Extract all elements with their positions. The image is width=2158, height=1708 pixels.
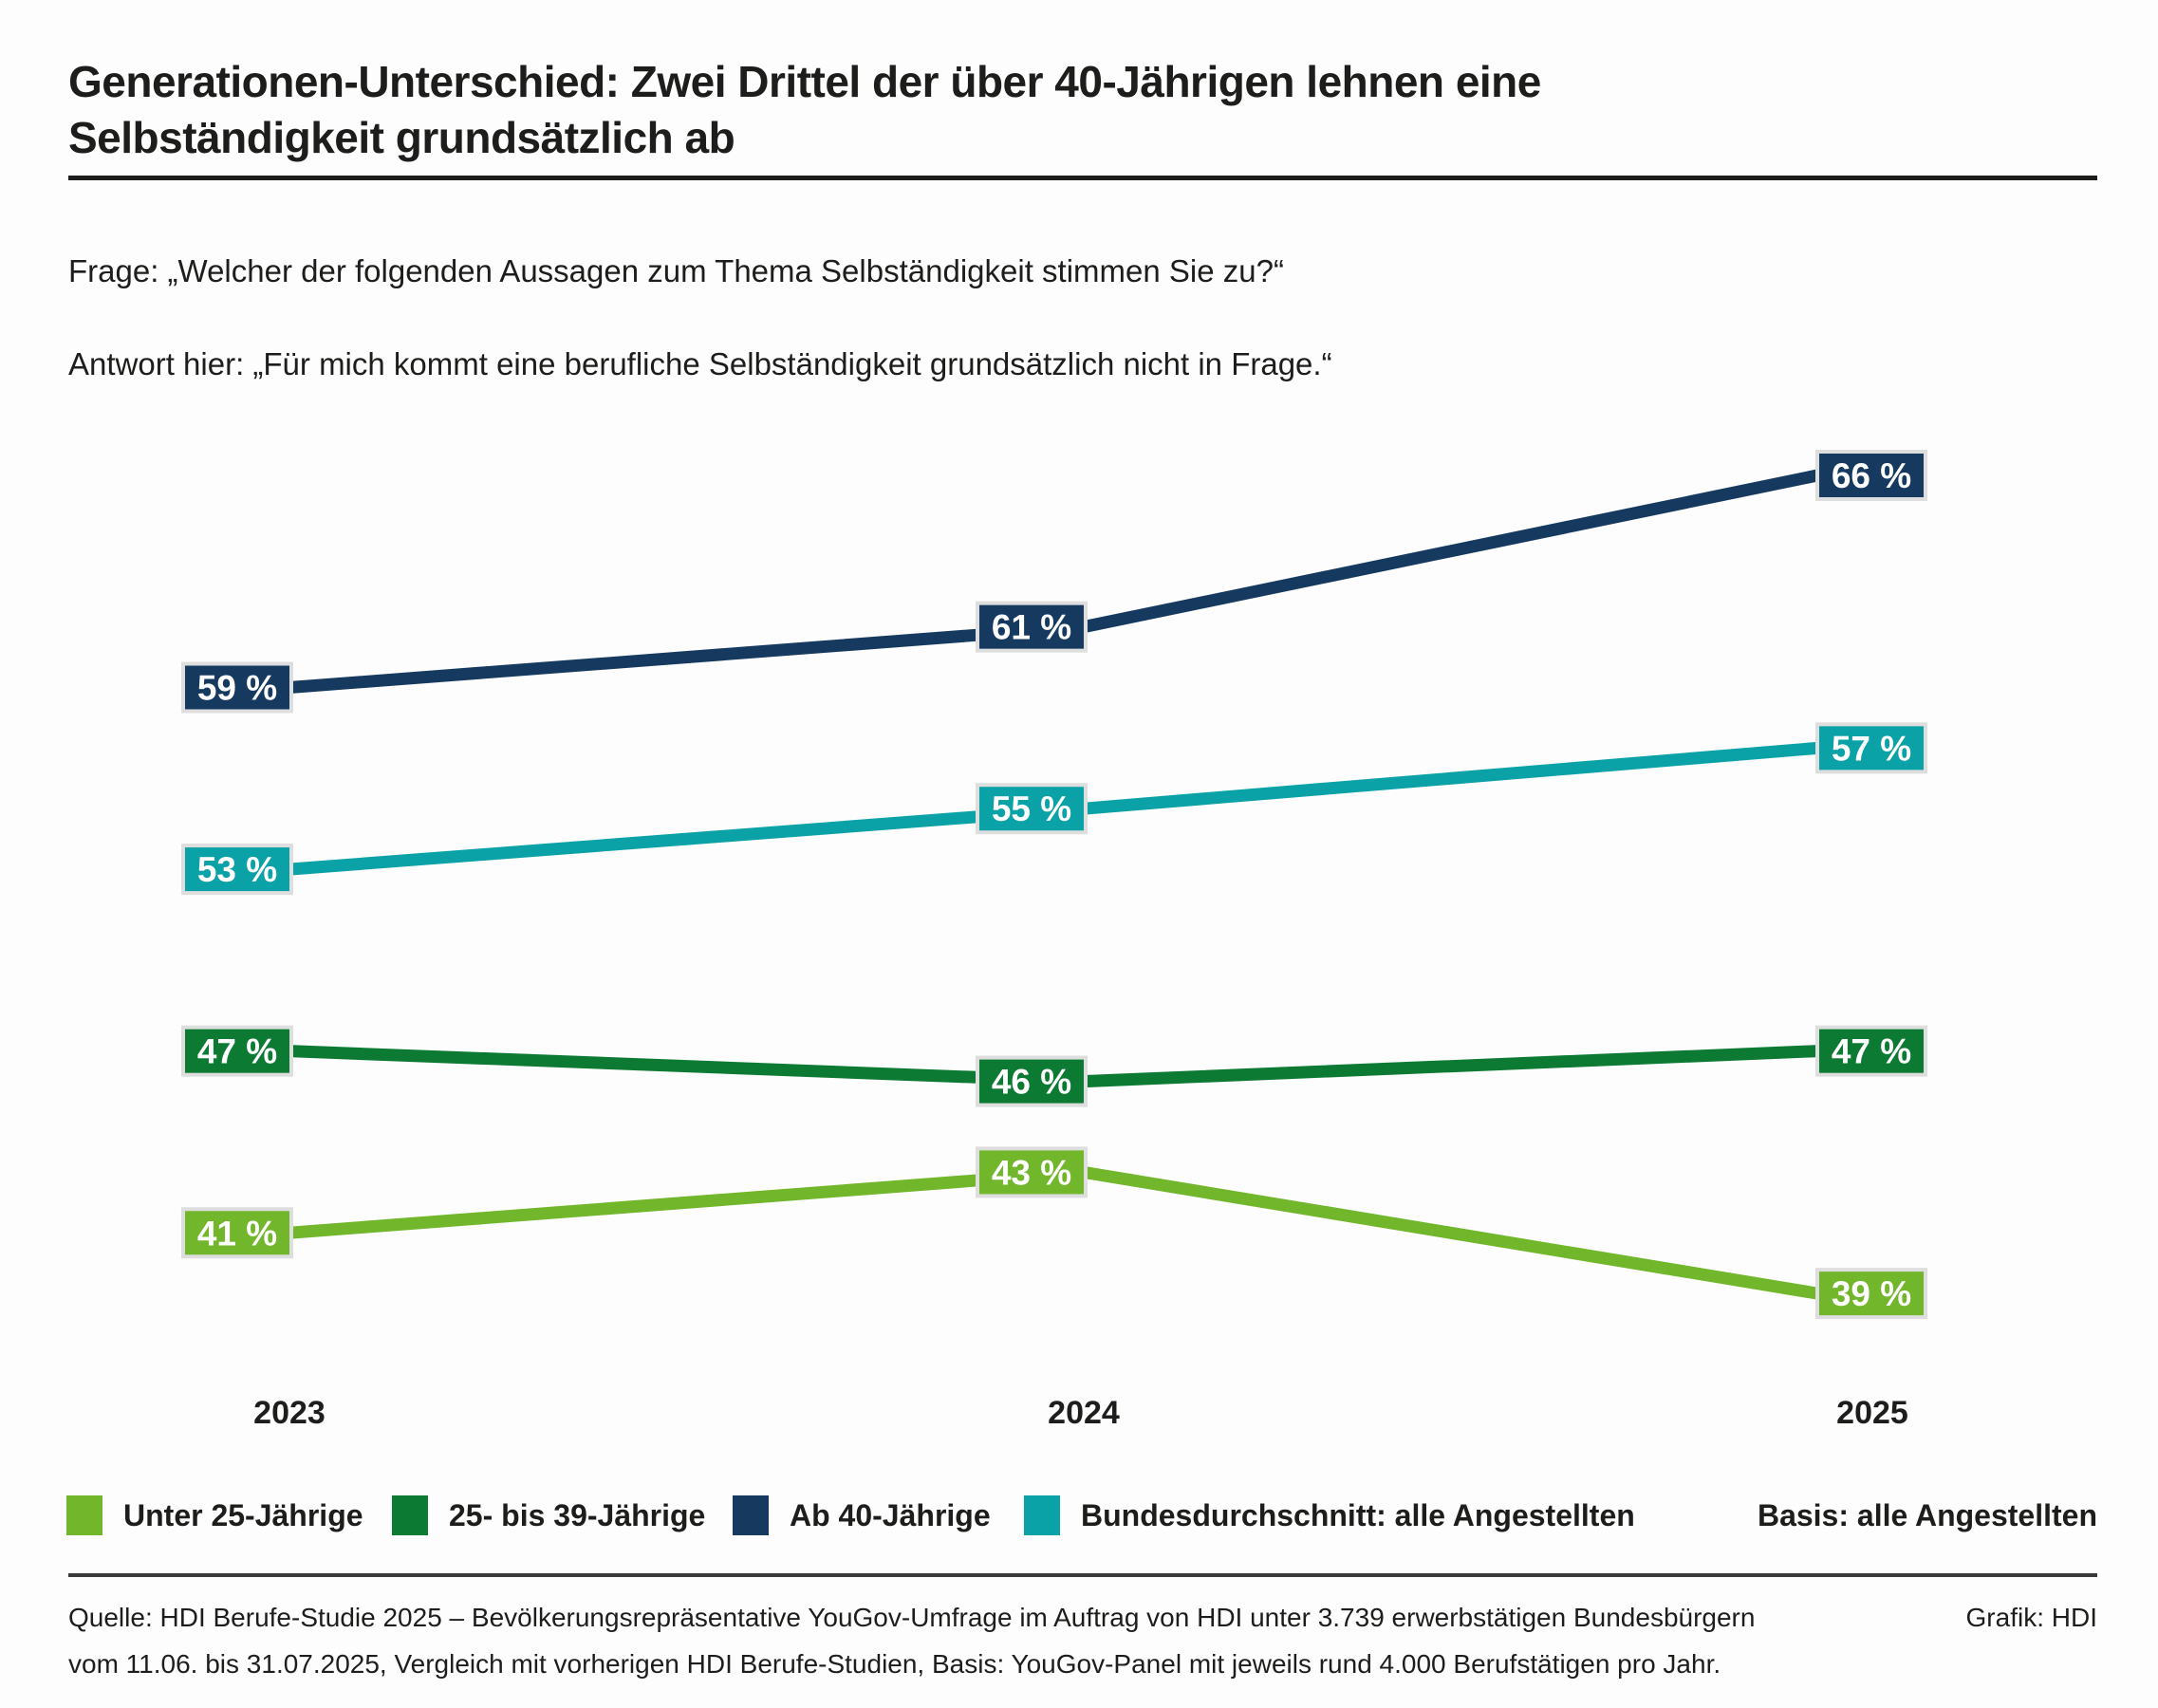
- survey-answer-statement: Antwort hier: „Für mich kommt eine beruf…: [68, 346, 1332, 381]
- data-label: 43 %: [976, 1146, 1088, 1198]
- legend-swatch-unter-25: [66, 1495, 102, 1535]
- x-tick-label: 2024: [1048, 1395, 1120, 1431]
- data-label: 66 %: [1815, 450, 1927, 501]
- data-label: 39 %: [1815, 1268, 1927, 1320]
- svg-text:46 %: 46 %: [992, 1063, 1071, 1102]
- legend-item-unter-25: Unter 25-Jährige: [66, 1494, 363, 1537]
- svg-text:55 %: 55 %: [992, 789, 1071, 828]
- survey-question: Frage: „Welcher der folgenden Aussagen z…: [68, 253, 1284, 288]
- legend-swatch-ab-40: [733, 1495, 769, 1535]
- data-label: 55 %: [976, 783, 1088, 835]
- svg-text:59 %: 59 %: [197, 669, 277, 708]
- svg-text:53 %: 53 %: [197, 850, 277, 889]
- x-tick-label: 2025: [1836, 1395, 1908, 1431]
- chart-legend: Unter 25-Jährige 25- bis 39-Jährige Ab 4…: [0, 1494, 2158, 1537]
- series-line-2: [288, 469, 1819, 694]
- legend-swatch-25-39: [392, 1495, 428, 1535]
- legend-label: Unter 25-Jährige: [123, 1497, 363, 1532]
- legend-item-ab-40: Ab 40-Jährige: [733, 1494, 991, 1537]
- data-label: 41 %: [181, 1207, 293, 1259]
- legend-label: 25- bis 39-Jährige: [449, 1497, 706, 1532]
- svg-text:43 %: 43 %: [992, 1153, 1071, 1192]
- svg-text:61 %: 61 %: [992, 608, 1071, 647]
- data-label: 47 %: [1815, 1025, 1927, 1077]
- title-divider: [68, 176, 2097, 180]
- footer-divider: [68, 1573, 2097, 1577]
- svg-text:39 %: 39 %: [1832, 1274, 1911, 1313]
- page-title: Generationen-Unterschied: Zwei Drittel d…: [68, 56, 1541, 162]
- data-label: 53 %: [181, 844, 293, 896]
- legend-item-25-39: 25- bis 39-Jährige: [392, 1494, 705, 1537]
- svg-text:41 %: 41 %: [197, 1214, 277, 1253]
- data-label: 57 %: [1815, 722, 1927, 774]
- svg-text:66 %: 66 %: [1832, 456, 1911, 495]
- legend-label: Ab 40-Jährige: [790, 1497, 991, 1532]
- svg-text:47 %: 47 %: [197, 1032, 277, 1071]
- source-line-1: Quelle: HDI Berufe-Studie 2025 – Bevölke…: [68, 1603, 1756, 1632]
- data-label: 46 %: [976, 1055, 1088, 1107]
- svg-text:57 %: 57 %: [1832, 729, 1911, 768]
- legend-swatch-bundesdurchschnitt: [1024, 1495, 1060, 1535]
- svg-text:47 %: 47 %: [1832, 1032, 1911, 1071]
- legend-item-bundesdurchschnitt: Bundesdurchschnitt: alle Angestellten: [1024, 1494, 1635, 1537]
- basis-note: Basis: alle Angestellten: [1757, 1498, 2097, 1532]
- data-label: 61 %: [976, 601, 1088, 653]
- x-tick-label: 2023: [253, 1395, 326, 1431]
- source-block: Quelle: HDI Berufe-Studie 2025 – Bevölke…: [68, 1594, 2097, 1687]
- data-label: 47 %: [181, 1025, 293, 1077]
- source-line-2: vom 11.06. bis 31.07.2025, Vergleich mit…: [68, 1649, 1721, 1679]
- graphic-credit: Grafik: HDI: [1965, 1603, 2097, 1632]
- data-label: 59 %: [181, 661, 293, 714]
- legend-label: Bundesdurchschnitt: alle Angestellten: [1081, 1497, 1635, 1532]
